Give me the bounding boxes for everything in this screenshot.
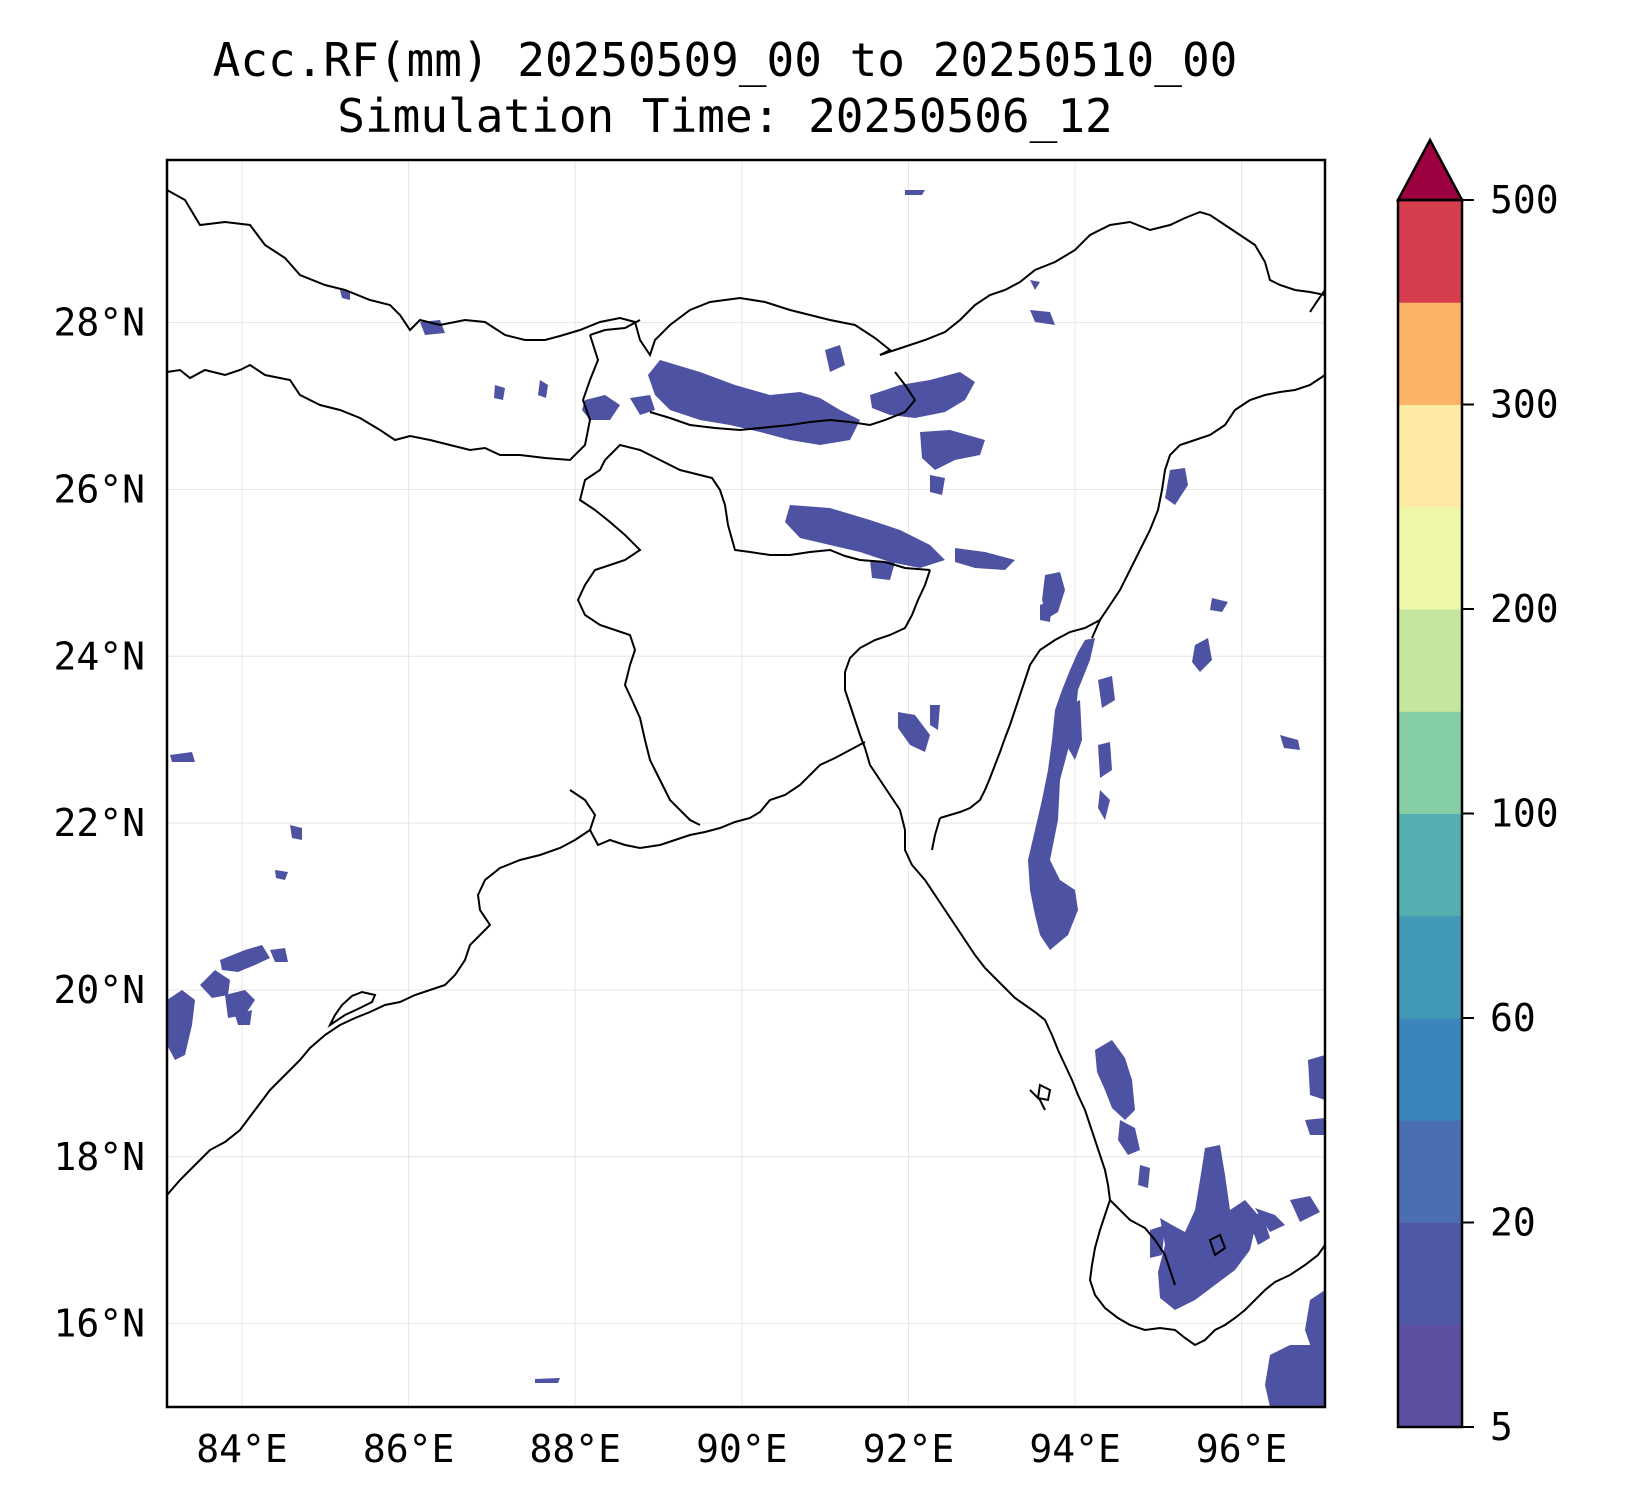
colorbar-tick-label: 5 <box>1490 1405 1513 1449</box>
title-line-1: Acc.RF(mm) 20250509_00 to 20250510_00 <box>213 33 1238 87</box>
colorbar-segment <box>1398 506 1462 610</box>
colorbar-tick-label: 300 <box>1490 383 1559 427</box>
lat-tick-label: 16°N <box>53 1302 145 1346</box>
lat-tick-label: 26°N <box>53 467 145 511</box>
map-area <box>167 160 1325 1407</box>
rainfall-areas <box>167 190 1325 1407</box>
longitude-axis: 84°E 86°E 88°E 90°E 92°E 94°E 96°E <box>196 1427 1287 1471</box>
latitude-axis: 16°N 18°N 20°N 22°N 24°N 26°N 28°N <box>53 301 145 1346</box>
gridlines <box>167 160 1325 1407</box>
lat-tick-label: 18°N <box>53 1135 145 1179</box>
colorbar-tick-label: 100 <box>1490 792 1559 836</box>
lat-tick-label: 28°N <box>53 301 145 345</box>
colorbar: 5 20 60 100 200 300 500 <box>1395 137 1559 1449</box>
colorbar-segment <box>1398 711 1462 814</box>
coastlines-and-borders <box>167 189 1325 1347</box>
lat-tick-label: 24°N <box>53 634 145 678</box>
colorbar-segment <box>1398 1120 1462 1223</box>
lon-tick-label: 96°E <box>1196 1427 1288 1471</box>
colorbar-segment <box>1398 200 1462 303</box>
colorbar-extend-arrow <box>1395 137 1465 202</box>
colorbar-segment <box>1398 404 1462 508</box>
colorbar-segment <box>1398 813 1462 917</box>
colorbar-segment <box>1398 609 1462 712</box>
lon-tick-label: 94°E <box>1029 1427 1121 1471</box>
colorbar-segment <box>1398 1324 1462 1428</box>
lat-tick-label: 20°N <box>53 968 145 1012</box>
colorbar-tick-label: 20 <box>1490 1201 1536 1245</box>
lon-tick-label: 84°E <box>196 1427 288 1471</box>
lon-tick-label: 86°E <box>363 1427 455 1471</box>
lon-tick-label: 88°E <box>529 1427 621 1471</box>
lon-tick-label: 90°E <box>696 1427 788 1471</box>
colorbar-tick-label: 200 <box>1490 587 1559 631</box>
colorbar-segment <box>1398 1222 1462 1326</box>
colorbar-tick-label: 500 <box>1490 178 1559 222</box>
colorbar-segment <box>1398 1018 1462 1121</box>
title-line-2: Simulation Time: 20250506_12 <box>337 89 1112 143</box>
map-frame <box>165 158 1327 1409</box>
colorbar-segment <box>1398 302 1462 405</box>
lat-tick-label: 22°N <box>53 801 145 845</box>
colorbar-tick-label: 60 <box>1490 996 1536 1040</box>
lon-tick-label: 92°E <box>863 1427 955 1471</box>
colorbar-segment <box>1398 915 1462 1019</box>
